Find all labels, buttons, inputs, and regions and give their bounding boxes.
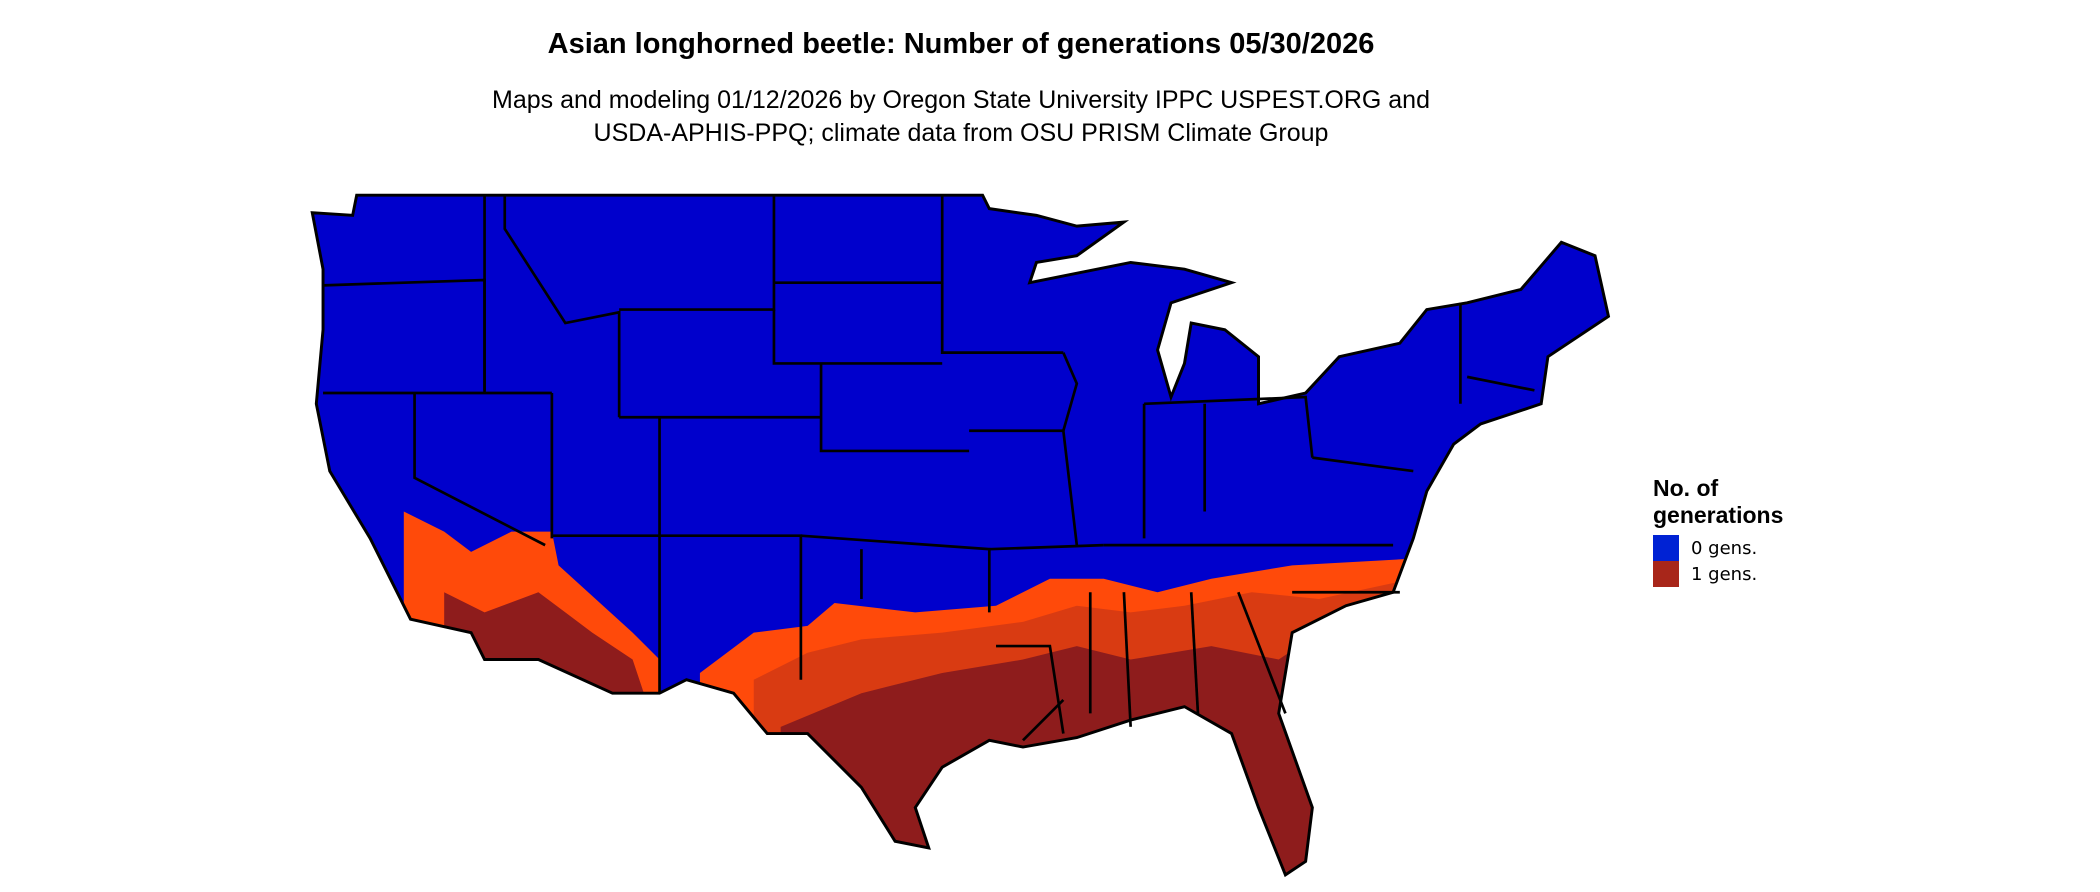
legend-label: 0 gens. [1691,537,1758,559]
state-border-line [989,543,1104,551]
map-subtitle-line-2: USDA-APHIS-PPQ; climate data from OSU PR… [593,119,1329,147]
conus-land [312,195,1609,875]
state-border-line [819,363,970,453]
legend: No. of generations 0 gens. 1 gens. [1653,475,1783,587]
conus-border [310,193,1611,878]
state-border-line [1237,591,1287,714]
legend-title-line-1: No. of [1653,475,1719,501]
state-border-line [1122,592,1132,727]
state-border-line [413,393,546,547]
legend-swatch-0-gens [1653,535,1679,561]
state-border-line [1144,395,1314,458]
state-border-line [1189,592,1200,714]
state-borders [322,195,1535,742]
map-title: Asian longhorned beetle: Number of gener… [547,28,1375,60]
state-border-line [772,309,943,365]
legend-title-line-2: generations [1653,502,1784,528]
state-border-line [503,195,621,418]
legend-label: 1 gens. [1691,563,1758,585]
state-border-line [1062,352,1079,432]
legend-swatch-1-gens [1653,561,1679,587]
state-border-line [940,282,1064,354]
legend-item-1-gens: 1 gens. [1653,561,1783,587]
legend-item-0-gens: 0 gens. [1653,535,1783,561]
state-border-line [1022,698,1065,742]
map-subtitle-line-1: Maps and modeling 01/12/2026 by Oregon S… [492,86,1430,114]
state-border-line [1312,456,1414,473]
state-border-line [1466,375,1535,392]
